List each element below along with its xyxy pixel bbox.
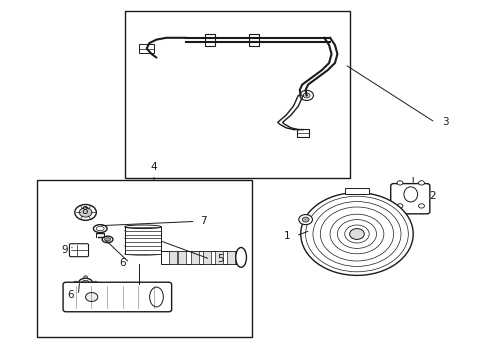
Ellipse shape [403, 187, 417, 202]
Bar [190, 251, 198, 264]
Circle shape [302, 217, 308, 222]
Ellipse shape [104, 238, 110, 241]
Text: 6: 6 [67, 290, 74, 300]
FancyBboxPatch shape [390, 184, 429, 214]
Circle shape [83, 276, 87, 279]
Bar [124, 227, 161, 254]
Circle shape [93, 281, 97, 284]
Circle shape [79, 208, 92, 217]
Bar [296, 129, 308, 137]
Text: 1: 1 [283, 231, 290, 241]
Bar [227, 251, 235, 264]
Ellipse shape [149, 287, 163, 307]
Text: 5: 5 [216, 254, 223, 264]
Circle shape [418, 181, 424, 185]
Text: 9: 9 [61, 245, 68, 255]
Circle shape [418, 204, 424, 208]
Text: 7: 7 [200, 216, 206, 226]
Bar [178, 251, 186, 264]
Ellipse shape [102, 236, 113, 243]
Ellipse shape [235, 248, 246, 267]
Circle shape [83, 287, 87, 289]
Ellipse shape [81, 280, 89, 285]
FancyBboxPatch shape [69, 244, 88, 257]
Circle shape [349, 229, 364, 239]
Circle shape [396, 181, 402, 185]
Ellipse shape [79, 278, 92, 287]
Circle shape [396, 204, 402, 208]
Ellipse shape [85, 292, 98, 302]
Circle shape [75, 204, 96, 220]
Bar [249, 34, 259, 46]
Text: 8: 8 [81, 206, 88, 216]
Bar [161, 251, 237, 264]
Bar [205, 34, 215, 46]
Circle shape [298, 215, 312, 225]
Bar [168, 251, 176, 264]
Text: 3: 3 [442, 117, 448, 127]
Bar [37, 180, 251, 337]
Circle shape [299, 90, 313, 100]
Ellipse shape [124, 225, 161, 229]
Ellipse shape [93, 225, 107, 233]
Circle shape [300, 193, 412, 275]
Text: 4: 4 [150, 162, 157, 172]
Bar [203, 251, 210, 264]
FancyBboxPatch shape [63, 282, 171, 312]
Bar [139, 44, 154, 53]
Circle shape [303, 93, 309, 98]
Bar [124, 11, 349, 178]
Text: 6: 6 [119, 258, 125, 268]
Circle shape [74, 281, 78, 284]
Bar [215, 251, 223, 264]
Text: 2: 2 [428, 191, 435, 201]
Bar [344, 188, 368, 194]
